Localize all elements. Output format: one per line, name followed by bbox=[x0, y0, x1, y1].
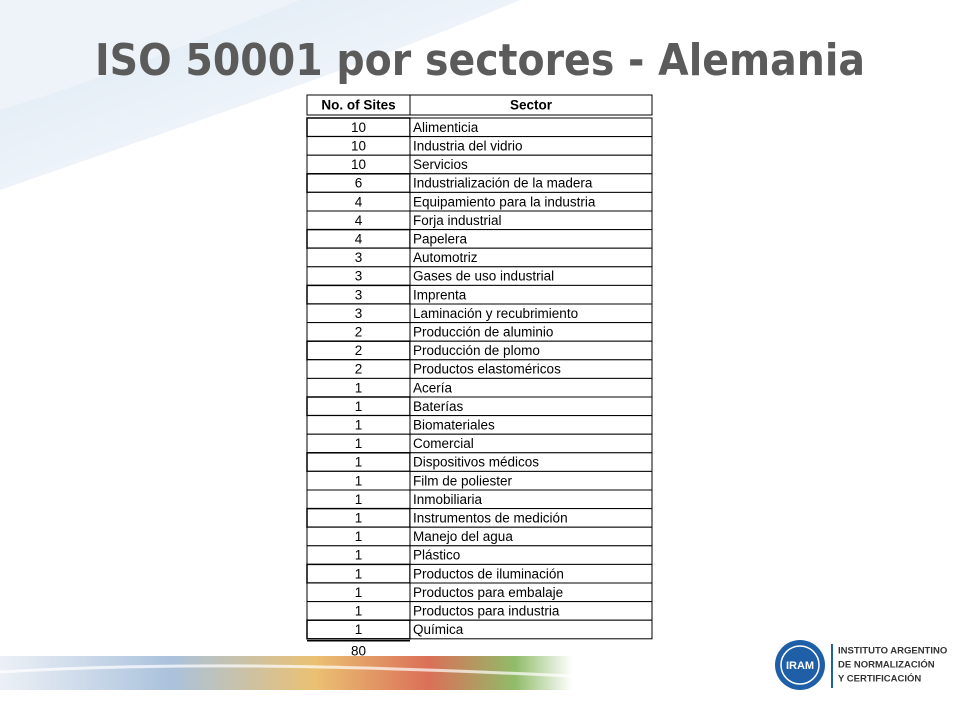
sector-name: Química bbox=[413, 622, 464, 637]
sector-name: Biomateriales bbox=[413, 417, 495, 432]
sector-name: Producción de aluminio bbox=[413, 324, 553, 339]
background-swoosh bbox=[0, 0, 300, 110]
logo-text: Y CERTIFICACIÓN bbox=[838, 673, 921, 685]
site-count: 1 bbox=[355, 399, 363, 414]
sector-name: Manejo del agua bbox=[413, 529, 513, 544]
site-count: 3 bbox=[355, 269, 363, 284]
site-count: 1 bbox=[355, 585, 363, 600]
sector-name: Film de poliester bbox=[413, 473, 513, 488]
site-count: 1 bbox=[355, 473, 363, 488]
sector-name: Gases de uso industrial bbox=[413, 269, 554, 284]
header-cell bbox=[409, 94, 653, 116]
site-count: 6 bbox=[355, 176, 363, 191]
sector-name: Inmobiliaria bbox=[413, 492, 483, 507]
site-count: 1 bbox=[355, 436, 363, 451]
sector-name: Alimenticia bbox=[413, 120, 479, 135]
sector-name: Productos para industria bbox=[413, 603, 560, 618]
site-count: 1 bbox=[355, 380, 363, 395]
sector-name: Dispositivos médicos bbox=[413, 455, 539, 470]
sector-name: Automotriz bbox=[413, 250, 478, 265]
sector-name: Servicios bbox=[413, 157, 468, 172]
site-count: 1 bbox=[355, 417, 363, 432]
sector-name: Laminación y recubrimiento bbox=[413, 306, 578, 321]
sector-name: Productos para embalaje bbox=[413, 585, 563, 600]
site-count: 1 bbox=[355, 603, 363, 618]
site-count: 1 bbox=[355, 548, 363, 563]
sector-name: Plástico bbox=[413, 548, 460, 563]
sector-name: Forja industrial bbox=[413, 213, 502, 228]
site-count: 1 bbox=[355, 622, 363, 637]
site-count: 4 bbox=[355, 213, 363, 228]
site-count: 4 bbox=[355, 231, 363, 246]
logo-ring bbox=[780, 645, 820, 685]
title: ISO 50001 por sectores - Alemania bbox=[95, 35, 865, 86]
row-cell bbox=[409, 619, 653, 640]
site-count: 1 bbox=[355, 566, 363, 581]
sector-name: Industrialización de la madera bbox=[413, 176, 593, 191]
site-count: 4 bbox=[355, 194, 363, 209]
logo-text: DE NORMALIZACIÓN bbox=[838, 659, 935, 671]
sector-name: Instrumentos de medición bbox=[413, 510, 568, 525]
sector-name: Acería bbox=[413, 380, 453, 395]
logo-text: INSTITUTO ARGENTINO bbox=[838, 646, 947, 657]
site-count: 1 bbox=[355, 455, 363, 470]
site-count: 1 bbox=[355, 529, 363, 544]
site-count: 2 bbox=[355, 343, 363, 358]
total: 80 bbox=[351, 643, 366, 658]
sector-name: Imprenta bbox=[413, 287, 467, 302]
logo-mark: IRAM bbox=[786, 660, 814, 672]
site-count: 3 bbox=[355, 287, 363, 302]
site-count: 10 bbox=[351, 157, 366, 172]
sector-name: Baterías bbox=[413, 399, 464, 414]
site-count: 3 bbox=[355, 250, 363, 265]
site-count: 1 bbox=[355, 492, 363, 507]
table: No. of Sites Sector 10 Alimenticia 10 Industr… bbox=[306, 94, 653, 658]
logo-circle bbox=[775, 640, 825, 690]
site-count: 1 bbox=[355, 510, 363, 525]
sector-name: Equipamiento para la industria bbox=[413, 194, 596, 209]
header-text: Sector bbox=[510, 98, 553, 113]
sector-name: Comercial bbox=[413, 436, 474, 451]
site-count: 2 bbox=[355, 324, 363, 339]
site-count: 3 bbox=[355, 306, 363, 321]
sector-name: Papelera bbox=[413, 231, 468, 246]
header-text: No. of Sites bbox=[321, 98, 395, 113]
sector-name: Industria del vidrio bbox=[413, 138, 523, 153]
sector-name: Productos elastoméricos bbox=[413, 362, 561, 377]
sector-name: Producción de plomo bbox=[413, 343, 540, 358]
site-count: 2 bbox=[355, 362, 363, 377]
sector-name: Productos de iluminación bbox=[413, 566, 564, 581]
site-count: 10 bbox=[351, 138, 366, 153]
site-count: 10 bbox=[351, 120, 366, 135]
decor-band bbox=[0, 664, 573, 678]
